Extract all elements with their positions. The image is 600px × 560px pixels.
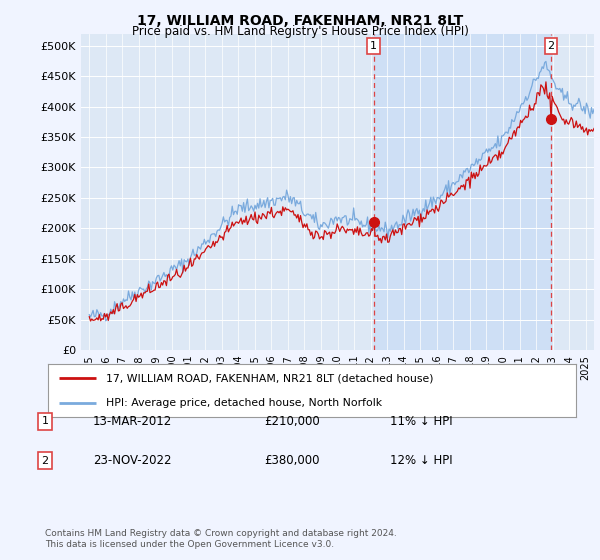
Text: Contains HM Land Registry data © Crown copyright and database right 2024.
This d: Contains HM Land Registry data © Crown c…	[45, 529, 397, 549]
Text: 13-MAR-2012: 13-MAR-2012	[93, 415, 172, 428]
Text: 1: 1	[41, 417, 49, 426]
Text: £380,000: £380,000	[264, 454, 320, 467]
Text: 1: 1	[370, 41, 377, 51]
Text: Price paid vs. HM Land Registry's House Price Index (HPI): Price paid vs. HM Land Registry's House …	[131, 25, 469, 38]
Text: 12% ↓ HPI: 12% ↓ HPI	[390, 454, 452, 467]
Text: HPI: Average price, detached house, North Norfolk: HPI: Average price, detached house, Nort…	[106, 398, 382, 408]
Text: 2: 2	[41, 456, 49, 465]
Text: 17, WILLIAM ROAD, FAKENHAM, NR21 8LT: 17, WILLIAM ROAD, FAKENHAM, NR21 8LT	[137, 14, 463, 28]
Text: 23-NOV-2022: 23-NOV-2022	[93, 454, 172, 467]
Text: 17, WILLIAM ROAD, FAKENHAM, NR21 8LT (detached house): 17, WILLIAM ROAD, FAKENHAM, NR21 8LT (de…	[106, 374, 434, 384]
Text: 2: 2	[547, 41, 554, 51]
Text: £210,000: £210,000	[264, 415, 320, 428]
Text: 11% ↓ HPI: 11% ↓ HPI	[390, 415, 452, 428]
Bar	[374, 34, 551, 350]
